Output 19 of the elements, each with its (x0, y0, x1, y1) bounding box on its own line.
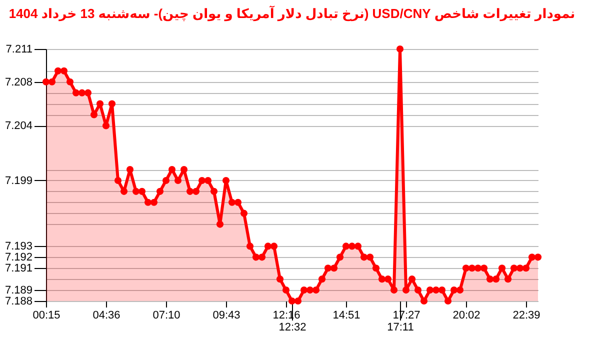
x-tick-label: 22:39 (512, 310, 540, 322)
y-tick-label: 7.208 (4, 76, 32, 88)
y-tick-label: 7.189 (4, 284, 32, 297)
y-tick-label: 7.188 (4, 296, 32, 308)
x-tick-label: 07:10 (152, 310, 180, 322)
x-tick-label: 14:51 (332, 310, 360, 322)
y-tick-label: 7.204 (4, 120, 32, 132)
x-tick-label: 12:32 (278, 322, 306, 334)
y-tick-label: 7.199 (4, 174, 32, 187)
x-tick-label: 00:15 (32, 310, 60, 322)
y-tick-label: 7.192 (4, 252, 32, 264)
x-tick-label: 09:43 (212, 310, 240, 322)
chart-title: نمودار تغییرات شاخص USD/CNY (نرخ تبادل دلار آمریکا و یوان چین)- سه‌شنبه 13 خرداد 1404 (8, 5, 576, 22)
y-tick-label: 7.191 (4, 262, 32, 275)
y-tick-label: 7.211 (6, 44, 32, 56)
y-tick-label: 7.193 (4, 240, 32, 253)
x-tick-label: 04:36 (92, 310, 120, 322)
x-tick-label: 17:11 (387, 322, 414, 334)
x-tick-label: 20:02 (452, 310, 480, 322)
